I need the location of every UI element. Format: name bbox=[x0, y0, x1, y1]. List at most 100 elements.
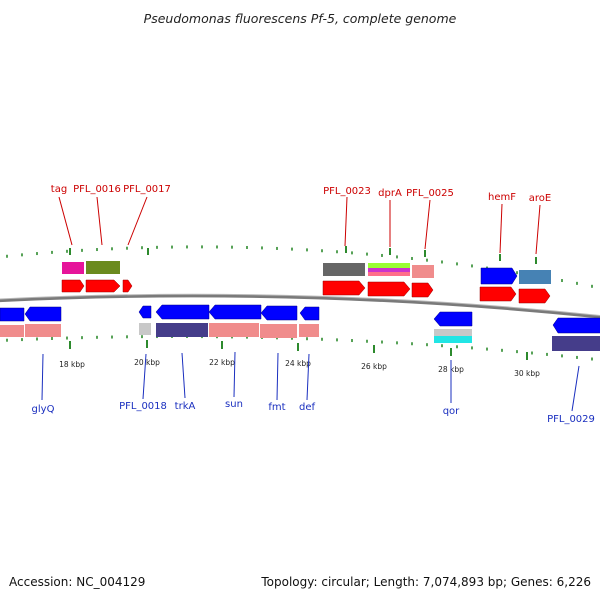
leader-def bbox=[306, 353, 310, 401]
feature-pfl-0018-arrow bbox=[138, 305, 152, 319]
gene-label-pfl-0016: PFL_0016 bbox=[73, 184, 121, 195]
feature-pfl-0016-arrow bbox=[85, 279, 121, 293]
feature-pfl-0016 bbox=[85, 261, 121, 293]
leader-pfl-0017 bbox=[127, 196, 148, 246]
genome-backbone bbox=[0, 294, 600, 319]
accession-text: Accession: NC_004129 bbox=[9, 575, 145, 589]
genome-summary-text: Topology: circular; Length: 7,074,893 bp… bbox=[260, 575, 591, 589]
minor-ticks-bottom bbox=[6, 335, 593, 361]
feature-fmt bbox=[260, 305, 298, 338]
feature-hemf-arrow-blue bbox=[480, 267, 518, 285]
tick-label-30kbp: 30 kbp bbox=[514, 369, 540, 378]
feature-left-edge-block bbox=[0, 325, 24, 337]
gene-label-fmt: fmt bbox=[268, 402, 285, 413]
feature-trka bbox=[155, 304, 210, 337]
feature-qor-block-grey bbox=[434, 329, 472, 336]
feature-pfl-0023-block bbox=[323, 263, 365, 276]
gene-label-pfl-0029: PFL_0029 bbox=[547, 414, 595, 425]
gene-label-trka: trkA bbox=[175, 401, 196, 412]
feature-pfl-0017 bbox=[122, 279, 133, 293]
tick-label-26kbp: 26 kbp bbox=[361, 362, 387, 371]
map-title: Pseudomonas fluorescens Pf-5, complete g… bbox=[144, 11, 457, 26]
feature-hemf bbox=[479, 267, 518, 302]
leader-pfl-0023 bbox=[344, 196, 348, 247]
feature-pfl-0023-arrow bbox=[322, 280, 366, 296]
feature-sun bbox=[208, 304, 262, 337]
feature-sun-block bbox=[209, 323, 259, 337]
feature-dpra bbox=[367, 263, 411, 297]
feature-qor-block-cyan bbox=[434, 336, 472, 343]
feature-pfl-0029 bbox=[552, 317, 600, 351]
feature-hemf-arrow-red bbox=[479, 286, 517, 302]
feature-dpra-block-pink bbox=[368, 272, 410, 276]
leader-tag bbox=[58, 196, 73, 246]
gene-label-pfl-0025: PFL_0025 bbox=[406, 188, 454, 199]
feature-def-block bbox=[299, 324, 319, 337]
tick-label-22kbp: 22 kbp bbox=[209, 358, 235, 367]
feature-aroe bbox=[518, 270, 551, 304]
gene-label-glyq: glyQ bbox=[32, 404, 55, 415]
feature-pfl-0018-block bbox=[139, 323, 151, 335]
feature-glyq bbox=[24, 306, 62, 337]
gene-label-sun: sun bbox=[225, 399, 243, 410]
feature-dpra-block-green bbox=[368, 263, 410, 268]
feature-pfl-0023 bbox=[322, 263, 366, 296]
genome-backbone-highlight bbox=[0, 293, 600, 316]
gene-label-pfl-0017: PFL_0017 bbox=[123, 184, 171, 195]
leader-pfl-0016 bbox=[96, 196, 103, 246]
bottom-leaders bbox=[41, 351, 580, 412]
feature-pfl-0016-block bbox=[86, 261, 120, 274]
feature-tag-gap bbox=[62, 274, 84, 276]
feature-pfl-0029-block bbox=[552, 336, 600, 351]
feature-aroe-block bbox=[519, 270, 551, 284]
gene-label-dpra: dprA bbox=[378, 188, 402, 199]
feature-pfl-0025-arrow bbox=[411, 282, 434, 298]
gene-label-def: def bbox=[299, 402, 316, 413]
gene-label-hemf: hemF bbox=[488, 192, 516, 203]
gene-label-qor: qor bbox=[443, 406, 460, 417]
leader-sun bbox=[233, 351, 236, 398]
feature-qor bbox=[433, 311, 473, 343]
feature-pfl-0025-block bbox=[412, 265, 434, 278]
leader-glyq bbox=[41, 353, 44, 401]
feature-glyq-block bbox=[25, 324, 61, 337]
feature-left-edge bbox=[0, 307, 25, 337]
leader-pfl-0029 bbox=[571, 365, 580, 412]
tick-label-24kbp: 24 kbp bbox=[285, 359, 311, 368]
tick-label-18kbp: 18 kbp bbox=[59, 360, 85, 369]
feature-fmt-block bbox=[260, 324, 297, 338]
gene-label-tag: tag bbox=[51, 184, 67, 195]
feature-sun-arrow bbox=[208, 304, 262, 320]
feature-glyq-arrow bbox=[24, 306, 62, 322]
feature-pfl-0029-arrow bbox=[552, 317, 600, 334]
top-leaders bbox=[58, 196, 541, 255]
feature-pfl-0017-arrow bbox=[122, 279, 133, 293]
feature-dpra-block-magenta bbox=[368, 268, 410, 272]
feature-pfl-0025 bbox=[411, 265, 434, 298]
feature-trka-block bbox=[156, 323, 208, 337]
feature-tag-rna-block bbox=[62, 262, 84, 274]
leader-fmt bbox=[276, 352, 279, 401]
gene-label-aroe: aroE bbox=[529, 193, 551, 204]
feature-aroe-arrow bbox=[518, 288, 551, 304]
feature-fmt-arrow bbox=[260, 305, 298, 321]
gene-label-pfl-0023: PFL_0023 bbox=[323, 186, 371, 197]
leader-pfl-0018 bbox=[142, 353, 147, 400]
leader-trka bbox=[181, 352, 186, 399]
leader-hemf bbox=[499, 203, 503, 254]
major-ticks bbox=[69, 340, 528, 360]
feature-tag-arrow bbox=[61, 279, 85, 293]
tick-label-20kbp: 20 kbp bbox=[134, 358, 160, 367]
feature-left-edge-arrow bbox=[0, 307, 25, 322]
leader-pfl-0025 bbox=[424, 199, 431, 250]
feature-pfl-0018 bbox=[138, 305, 152, 335]
feature-tag bbox=[61, 262, 85, 293]
feature-def bbox=[299, 306, 320, 337]
feature-def-arrow bbox=[299, 306, 320, 321]
gene-label-pfl-0018: PFL_0018 bbox=[119, 401, 167, 412]
feature-dpra-arrow bbox=[367, 281, 411, 297]
feature-trka-arrow bbox=[155, 304, 210, 320]
leader-aroe bbox=[535, 204, 541, 255]
feature-qor-arrow bbox=[433, 311, 473, 327]
